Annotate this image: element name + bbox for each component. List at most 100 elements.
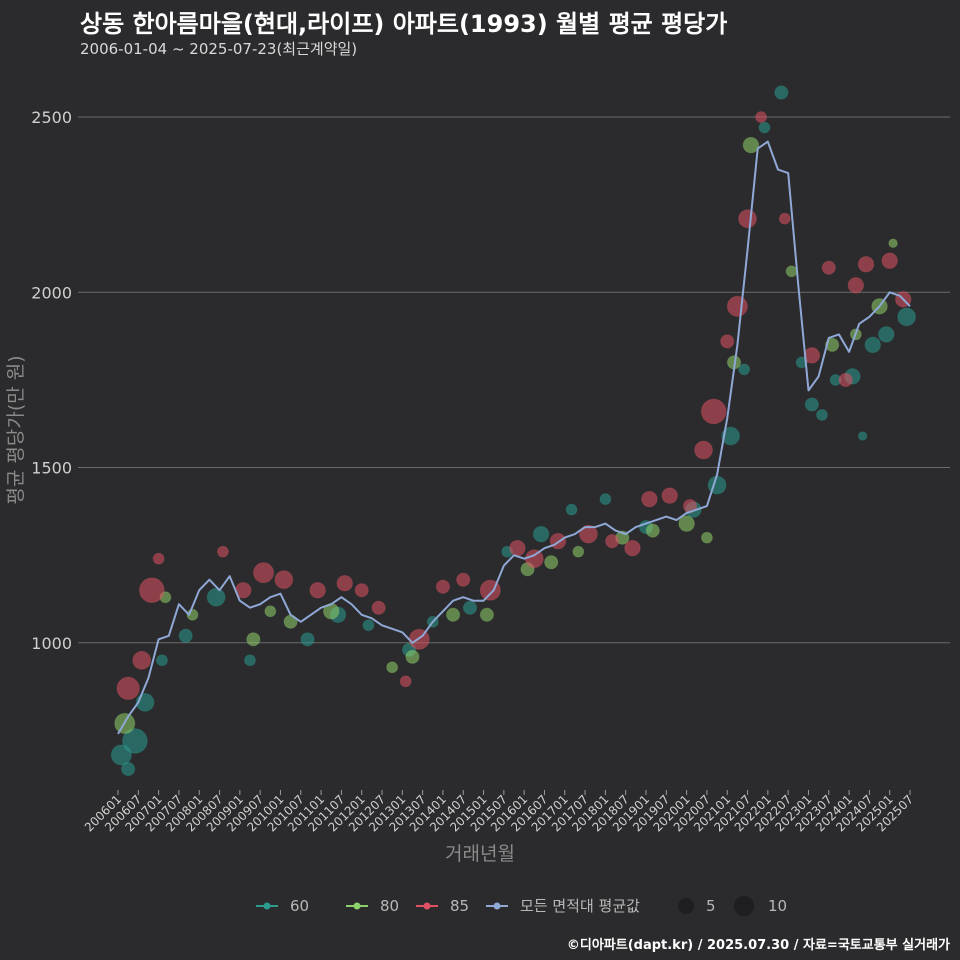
point-85 <box>252 562 275 584</box>
legend-dot-60 <box>263 902 271 910</box>
point-85 <box>336 574 354 592</box>
point-80 <box>246 632 261 647</box>
point-85 <box>778 212 791 225</box>
point-60 <box>110 744 132 766</box>
legend-dot-85 <box>423 902 431 910</box>
legend-size-circle <box>734 896 754 916</box>
point-85 <box>132 650 152 670</box>
point-60 <box>738 363 751 376</box>
point-80 <box>405 649 420 664</box>
point-85 <box>881 252 898 270</box>
point-60 <box>878 326 895 343</box>
point-85 <box>456 572 471 587</box>
legend-dot-avg <box>493 902 501 910</box>
point-85 <box>803 347 821 364</box>
point-85 <box>641 490 658 508</box>
legend-size-label: 10 <box>768 897 787 915</box>
y-axis-ticks: 1000 1500 2000 2500 <box>31 108 72 653</box>
point-60 <box>795 356 808 369</box>
legend-dot-80 <box>353 902 361 910</box>
x-axis-ticks: 2006012006072007012007072008012008072009… <box>82 790 916 835</box>
point-85 <box>738 209 757 229</box>
point-80 <box>678 515 695 532</box>
point-85 <box>116 676 140 701</box>
point-60 <box>774 85 789 100</box>
point-85 <box>138 577 165 604</box>
legend-size-circle <box>678 898 694 914</box>
grid-lines <box>78 116 950 644</box>
point-80 <box>700 531 713 544</box>
y-tick-label: 2000 <box>31 283 72 302</box>
legend-label-85: 85 <box>450 897 469 915</box>
point-85 <box>435 579 451 594</box>
legend-label-avg: 모든 면적대 평균값 <box>520 897 640 915</box>
y-tick-label: 1000 <box>31 634 72 653</box>
point-80 <box>445 607 461 622</box>
point-85 <box>838 372 853 388</box>
legend-size-label: 5 <box>706 897 716 915</box>
point-80 <box>264 605 277 618</box>
point-85 <box>694 440 713 460</box>
y-axis-title: 평균 평당가(만 원) <box>5 355 27 504</box>
y-tick-label: 2500 <box>31 108 72 127</box>
point-60 <box>156 654 168 667</box>
point-60 <box>857 431 868 441</box>
point-85 <box>821 260 836 275</box>
point-85 <box>524 549 544 569</box>
chart-title: 상동 한아름마을(현대,라이프) 아파트(1993) 월별 평균 평당가 <box>80 10 728 38</box>
point-60 <box>206 587 226 607</box>
point-60 <box>122 728 148 754</box>
point-85 <box>399 675 412 688</box>
point-60 <box>816 409 828 421</box>
point-85 <box>152 552 165 565</box>
point-85 <box>857 256 875 273</box>
x-axis-title: 거래년월 <box>445 843 515 865</box>
point-60 <box>897 307 917 327</box>
point-85 <box>605 534 620 549</box>
point-85 <box>579 524 598 544</box>
point-60 <box>178 628 193 643</box>
point-60 <box>300 632 315 647</box>
average-line <box>117 140 911 735</box>
point-85 <box>700 398 727 425</box>
scatter-points <box>110 85 917 777</box>
point-60 <box>565 503 578 516</box>
footer-credit: ©디아파트(dapt.kr) / 2025.07.30 / 자료=국토교통부 실… <box>566 938 950 953</box>
point-60 <box>532 525 550 543</box>
point-60 <box>599 493 612 506</box>
point-85 <box>274 570 294 590</box>
point-60 <box>758 121 771 134</box>
point-85 <box>216 545 229 558</box>
point-85 <box>371 600 386 615</box>
point-80 <box>479 607 495 622</box>
point-80 <box>386 661 399 674</box>
point-85 <box>309 581 326 599</box>
point-85 <box>509 539 526 557</box>
point-85 <box>726 295 748 317</box>
point-60 <box>804 397 819 412</box>
point-85 <box>624 539 641 557</box>
point-80 <box>645 523 660 538</box>
point-60 <box>721 426 741 446</box>
point-80 <box>742 136 760 154</box>
point-80 <box>544 555 559 570</box>
point-60 <box>121 761 136 777</box>
point-60 <box>362 619 375 632</box>
chart-subtitle: 2006-01-04 ~ 2025-07-23(최근계약일) <box>80 40 358 58</box>
point-80 <box>888 238 898 249</box>
point-60 <box>864 336 882 354</box>
legend-label-80: 80 <box>380 897 399 915</box>
point-85 <box>354 583 369 598</box>
point-85 <box>661 487 678 504</box>
average-line-group <box>117 140 911 735</box>
point-85 <box>720 334 735 349</box>
legend-label-60: 60 <box>290 897 309 915</box>
point-60 <box>244 654 256 667</box>
point-85 <box>755 111 768 124</box>
point-85 <box>847 277 865 294</box>
point-80 <box>572 545 585 558</box>
point-60 <box>462 600 478 615</box>
y-tick-label: 1500 <box>31 459 72 478</box>
legend: 60 80 85 모든 면적대 평균값 5 10 <box>256 896 787 916</box>
